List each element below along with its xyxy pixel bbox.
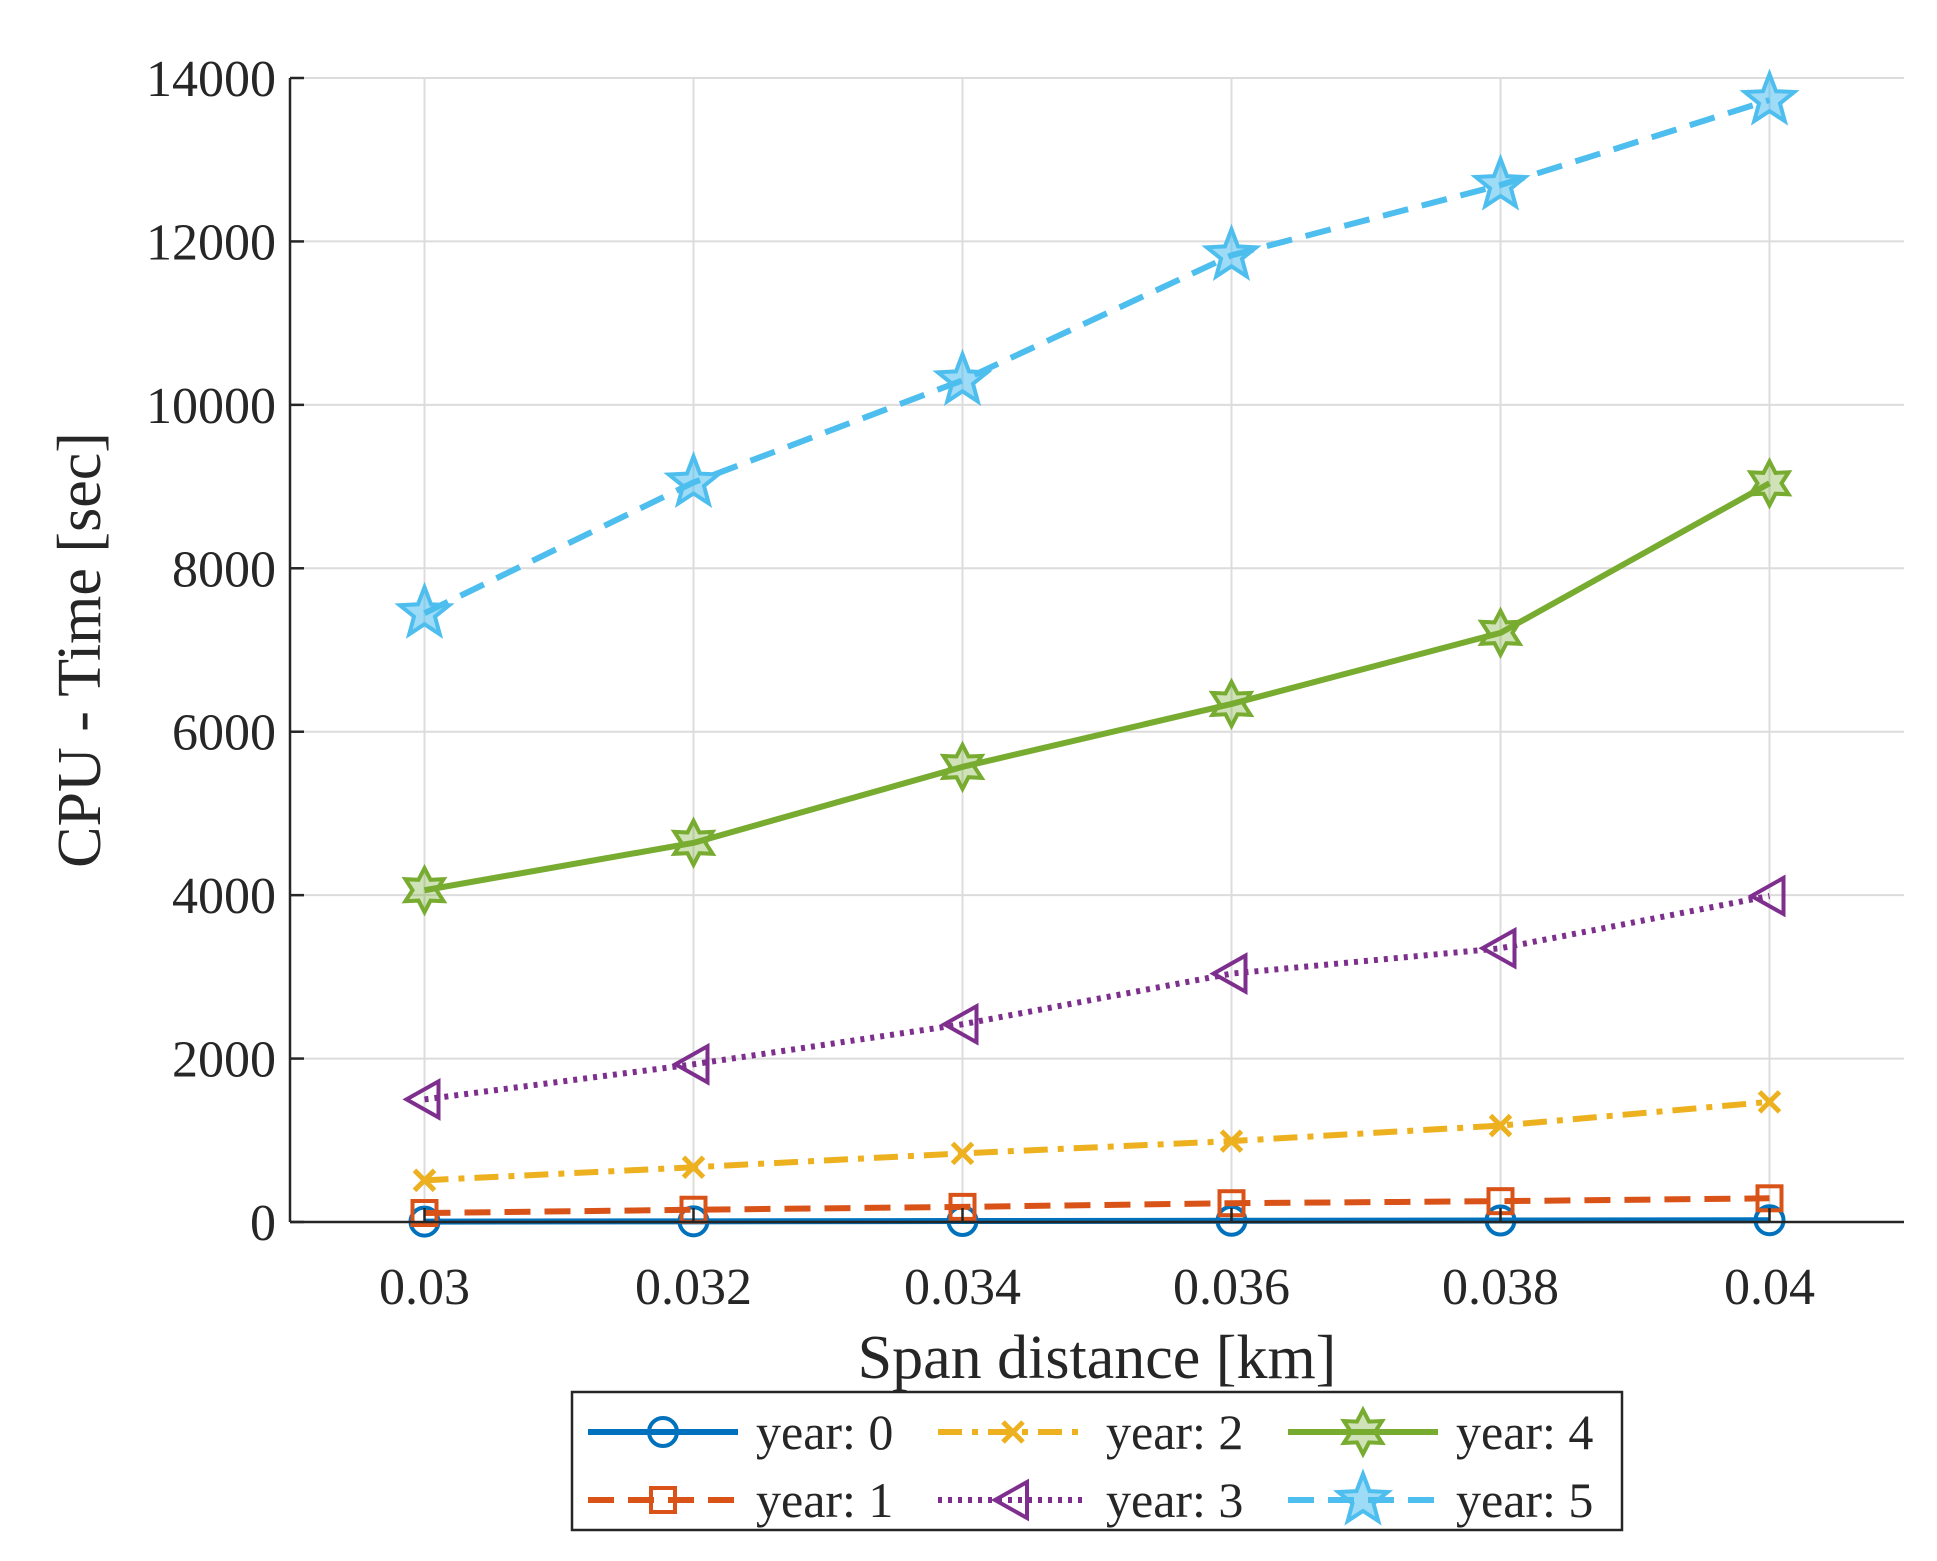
x-tick-label: 0.04 bbox=[1724, 1259, 1815, 1316]
data-point bbox=[1209, 952, 1248, 996]
series-line bbox=[424, 1098, 1770, 1184]
marker-stroke bbox=[681, 1155, 706, 1180]
x-tick-label: 0.038 bbox=[1442, 1259, 1559, 1316]
legend-label: year: 5 bbox=[1456, 1472, 1593, 1528]
marker-stroke bbox=[412, 1168, 437, 1193]
legend-item: year: 1 bbox=[588, 1472, 893, 1528]
series-line bbox=[423, 480, 1771, 894]
legend-marker bbox=[1332, 1468, 1394, 1526]
data-point bbox=[1488, 1113, 1513, 1138]
series-line bbox=[423, 97, 1771, 616]
series-2 bbox=[412, 1090, 1782, 1193]
data-point bbox=[1757, 1090, 1782, 1114]
y-tick-label: 0 bbox=[250, 1195, 276, 1252]
grid bbox=[290, 77, 1904, 1223]
x-tick-label: 0.03 bbox=[379, 1259, 470, 1316]
marker-stroke bbox=[1219, 1129, 1244, 1153]
y-tick-label: 8000 bbox=[172, 541, 276, 598]
data-point bbox=[1208, 677, 1255, 731]
y-tick-label: 10000 bbox=[146, 378, 276, 435]
legend-marker bbox=[1001, 1420, 1025, 1444]
data-point bbox=[671, 1042, 710, 1086]
legend-marker bbox=[1340, 1405, 1386, 1459]
series-line bbox=[424, 893, 1771, 1103]
legend-marker bbox=[647, 1416, 679, 1448]
y-tick-label: 12000 bbox=[146, 214, 276, 271]
legend-label: year: 4 bbox=[1456, 1404, 1593, 1460]
legend-label: year: 3 bbox=[1106, 1472, 1243, 1528]
y-axis-label: CPU - Time [sec] bbox=[46, 432, 114, 868]
series-3 bbox=[402, 874, 1786, 1121]
data-point bbox=[1484, 1204, 1517, 1237]
x-tick-label: 0.034 bbox=[904, 1259, 1021, 1316]
data-point bbox=[1201, 223, 1262, 281]
data-point bbox=[1219, 1129, 1244, 1153]
data-point bbox=[401, 863, 448, 917]
data-point bbox=[950, 1141, 975, 1166]
data-point bbox=[1746, 456, 1793, 510]
x-axis-label: Span distance [km] bbox=[858, 1324, 1337, 1392]
y-tick-label: 6000 bbox=[172, 705, 276, 762]
legend-label: year: 0 bbox=[756, 1404, 893, 1460]
data-point bbox=[932, 348, 993, 406]
legend-item: year: 0 bbox=[588, 1404, 893, 1460]
legend-item: year: 5 bbox=[1288, 1468, 1593, 1528]
data-point bbox=[1739, 68, 1800, 126]
data-point bbox=[663, 450, 724, 509]
x-tick-label: 0.036 bbox=[1173, 1259, 1290, 1316]
series-layer bbox=[394, 68, 1800, 1238]
marker-stroke bbox=[1488, 1113, 1513, 1138]
data-point bbox=[681, 1155, 706, 1180]
series-5 bbox=[394, 68, 1800, 639]
series-line bbox=[424, 1195, 1770, 1217]
legend-label: year: 1 bbox=[756, 1472, 893, 1528]
y-tick-label: 2000 bbox=[172, 1032, 276, 1089]
series-4 bbox=[401, 456, 1793, 917]
marker-stroke bbox=[1001, 1420, 1025, 1444]
data-point bbox=[1747, 874, 1786, 918]
legend-box bbox=[570, 1390, 1624, 1532]
x-tick-label: 0.032 bbox=[635, 1259, 752, 1316]
legend-label: year: 2 bbox=[1106, 1404, 1243, 1460]
data-point bbox=[670, 816, 717, 870]
data-point bbox=[410, 1199, 439, 1228]
marker-stroke bbox=[1757, 1090, 1782, 1114]
data-point bbox=[402, 1078, 441, 1121]
data-point bbox=[1470, 153, 1531, 211]
y-tick-label: 14000 bbox=[146, 51, 276, 108]
marker-stroke bbox=[950, 1141, 975, 1166]
legend-marker bbox=[990, 1478, 1029, 1522]
legend-item: year: 3 bbox=[938, 1472, 1243, 1528]
legend: year: 0 year: 1 year: 2 year: 3 year: 4 year:… bbox=[570, 1390, 1624, 1532]
data-point bbox=[939, 740, 986, 794]
axes: 0 2000 4000 6000 8000 10000 12000 14000 0.03 0.03… bbox=[146, 51, 1904, 1316]
data-point bbox=[1753, 1204, 1786, 1237]
y-tick-label: 4000 bbox=[172, 868, 276, 925]
legend-item: year: 4 bbox=[1288, 1404, 1593, 1460]
data-point bbox=[394, 581, 455, 639]
data-point bbox=[1478, 926, 1517, 970]
legend-item: year: 2 bbox=[938, 1404, 1243, 1460]
data-point bbox=[940, 1002, 979, 1046]
data-point bbox=[1477, 606, 1524, 660]
data-point bbox=[412, 1168, 437, 1193]
legend-marker bbox=[649, 1486, 677, 1514]
